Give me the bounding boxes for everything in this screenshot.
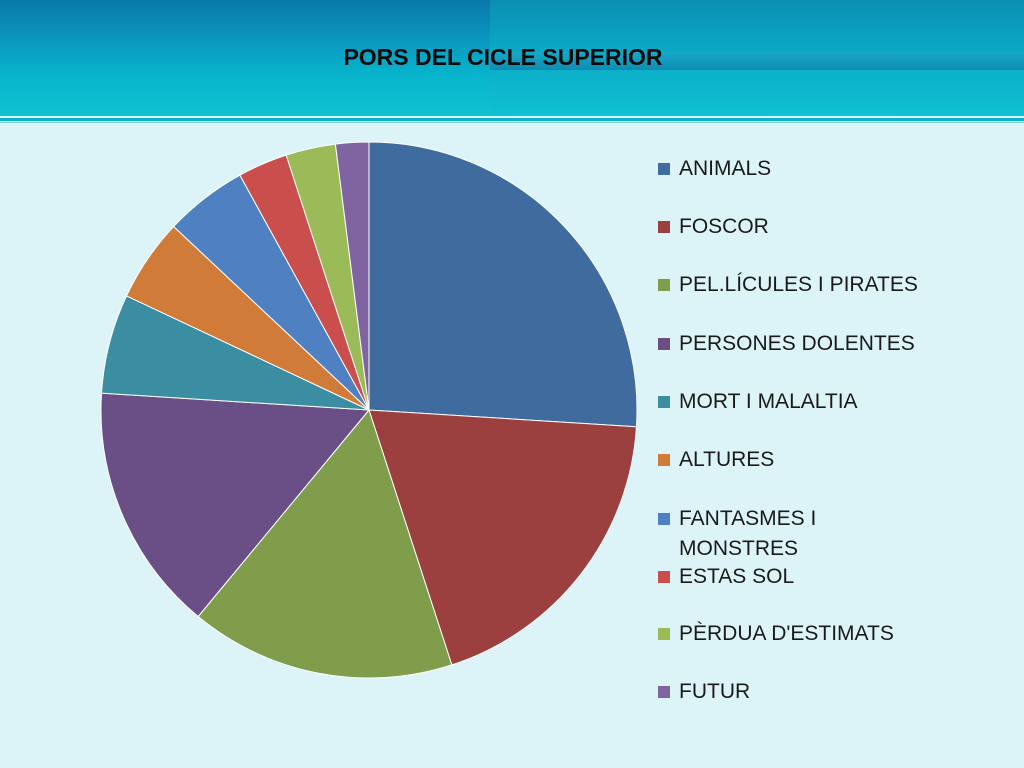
pie-slice-9 <box>334 141 370 411</box>
legend-swatch <box>658 396 670 408</box>
legend-label: ALTURES <box>679 448 775 471</box>
legend-item: ANIMALS <box>658 154 919 184</box>
slide-header <box>0 0 1024 116</box>
legend-item: MORT I MALALTIA <box>658 387 919 417</box>
legend-swatch <box>658 628 670 640</box>
pie-chart <box>100 141 638 679</box>
legend-item: PÈRDUA D'ESTIMATS <box>658 619 919 649</box>
legend-item: FUTUR <box>658 677 919 707</box>
pie-slice-0 <box>368 141 638 428</box>
slide-title: PORS DEL CICLE SUPERIOR <box>343 44 663 70</box>
legend-label: ANIMALS <box>679 157 772 180</box>
legend-label: ESTAS SOL <box>679 565 795 588</box>
legend-swatch <box>658 338 670 350</box>
legend-item: PERSONES DOLENTES <box>658 329 919 359</box>
header-divider-thin <box>0 122 1024 123</box>
legend-swatch <box>658 513 670 525</box>
legend-item: FOSCOR <box>658 212 919 242</box>
legend-label: PEL.LÍCULES I PIRATES <box>679 273 918 296</box>
header-decor-band <box>490 52 1024 70</box>
legend-swatch <box>658 454 670 466</box>
legend-label: PERSONES DOLENTES <box>679 332 915 355</box>
pie-slice-1 <box>368 409 638 666</box>
legend-swatch <box>658 571 670 583</box>
legend-swatch <box>658 163 670 175</box>
header-divider <box>0 118 1024 121</box>
legend-item: ALTURES <box>658 445 919 475</box>
legend-label: PÈRDUA D'ESTIMATS <box>679 622 894 645</box>
pie-slice-3 <box>100 392 371 618</box>
legend-item: PEL.LÍCULES I PIRATES <box>658 270 919 300</box>
pie-slice-2 <box>197 408 453 679</box>
legend-label: FOSCOR <box>679 215 769 238</box>
legend-swatch <box>658 279 670 291</box>
legend-label: FUTUR <box>679 680 751 703</box>
legend-label: MORT I MALALTIA <box>679 390 858 413</box>
legend-label: FANTASMES I MONSTRES <box>679 507 817 560</box>
legend-item: FANTASMES I MONSTRES <box>658 504 919 564</box>
legend-swatch <box>658 686 670 698</box>
legend-item: ESTAS SOL <box>658 562 919 592</box>
legend-swatch <box>658 221 670 233</box>
